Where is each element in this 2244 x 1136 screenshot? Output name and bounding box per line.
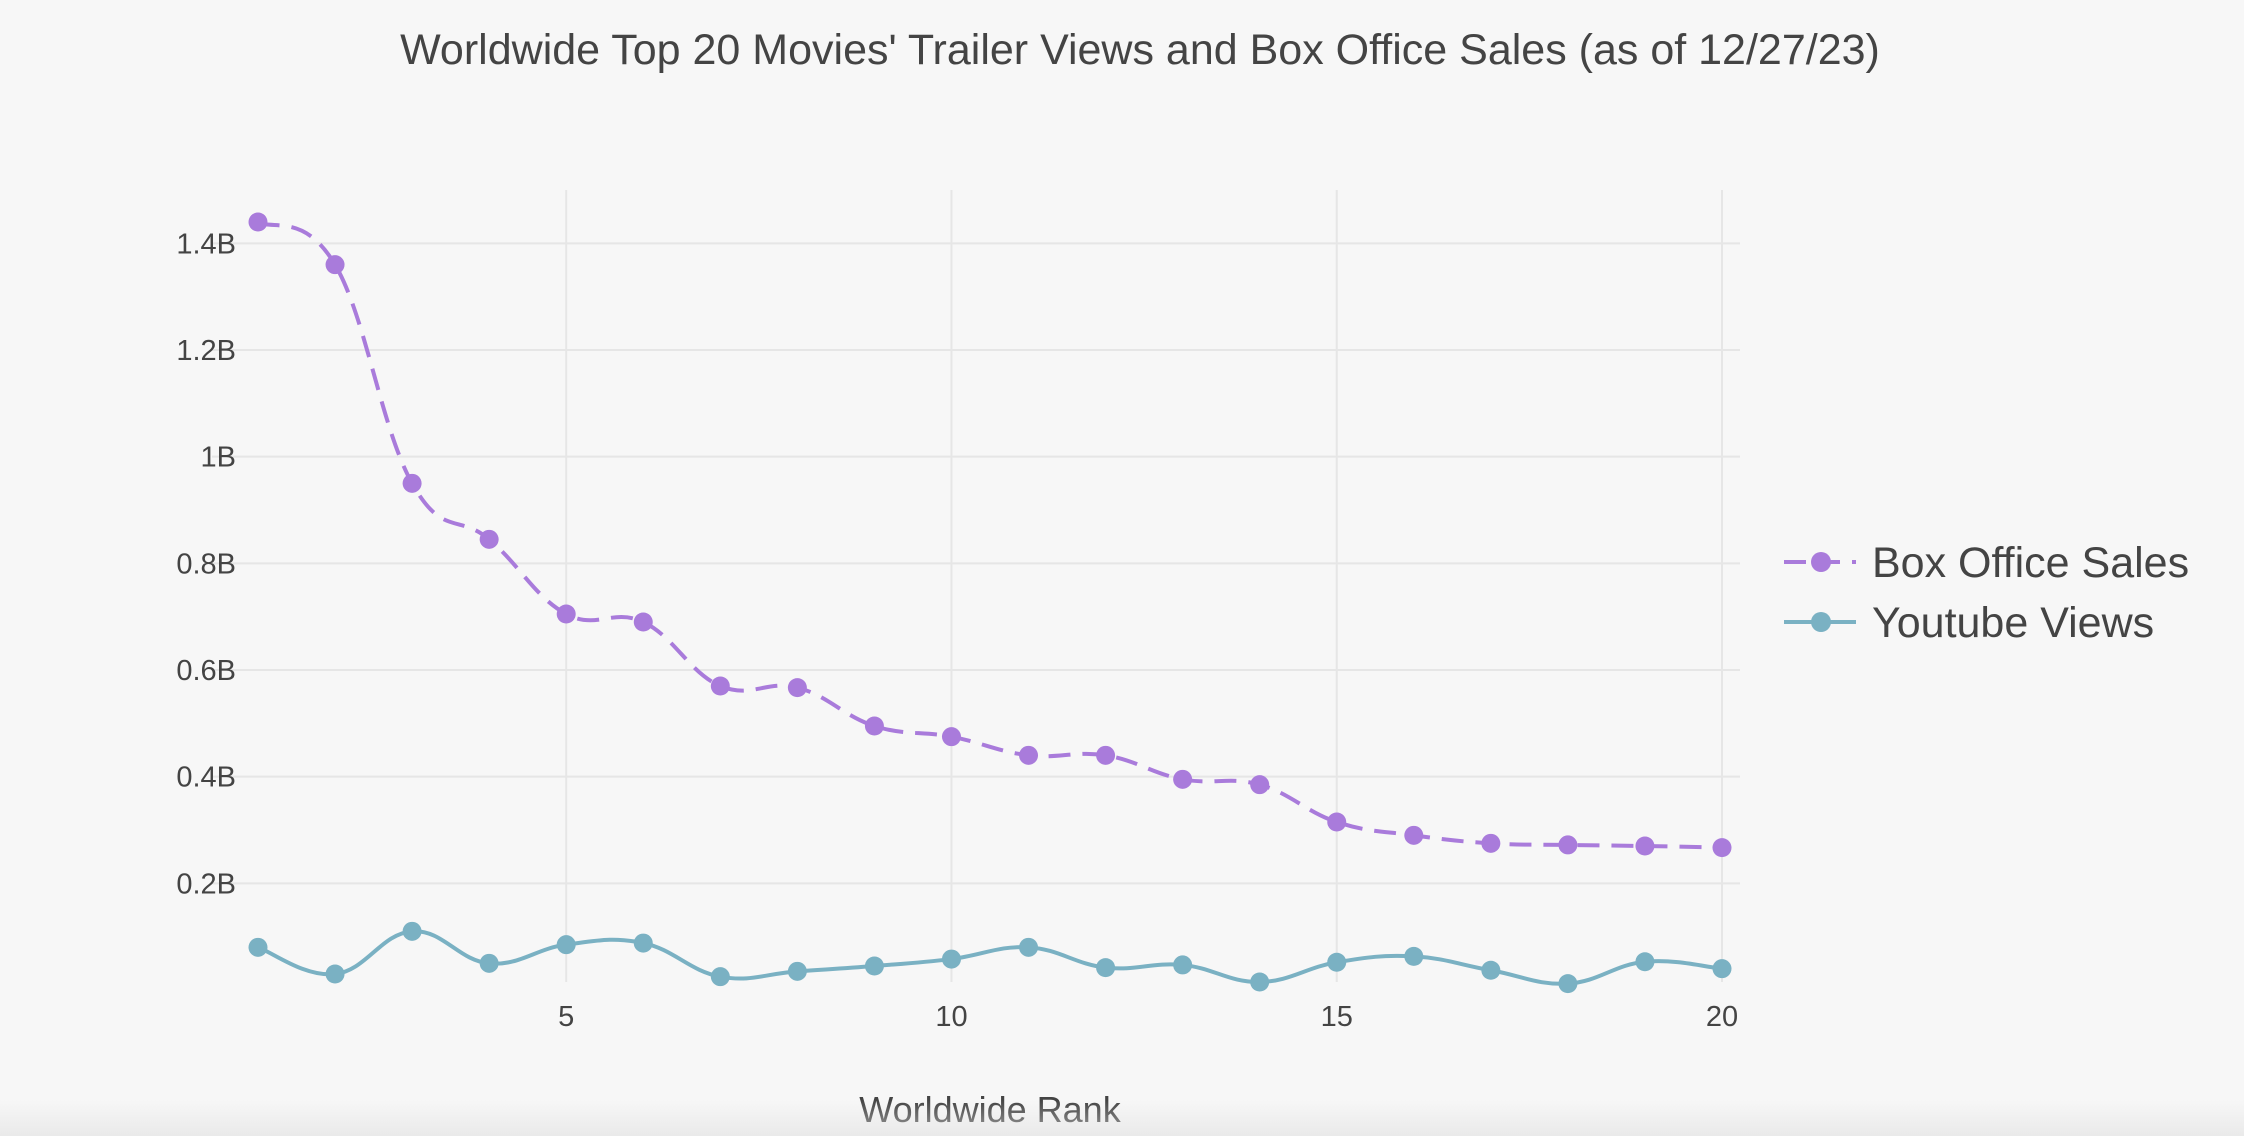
legend-item[interactable]: Box Office Sales — [1784, 539, 2189, 587]
data-point[interactable] — [787, 678, 807, 698]
series-line — [257, 220, 1723, 850]
data-point[interactable] — [1173, 955, 1193, 975]
y-tick-label: 0.8B — [176, 548, 236, 580]
gridlines — [212, 190, 1740, 982]
y-tick-label: 0.4B — [176, 762, 236, 794]
data-point[interactable] — [1096, 745, 1116, 765]
x-tick-label: 15 — [1321, 1001, 1353, 1033]
data-point[interactable] — [1019, 937, 1039, 957]
data-point[interactable] — [1096, 958, 1116, 978]
data-point[interactable] — [1250, 775, 1270, 795]
chart-title: Worldwide Top 20 Movies' Trailer Views a… — [400, 26, 1880, 74]
data-point[interactable] — [941, 949, 961, 969]
data-point[interactable] — [1019, 745, 1039, 765]
series-lines — [248, 212, 1732, 994]
axis-tick-labels: 0.2B 0.4B 0.6B 0.8B 1B 1.2B 1.4B 5 10 15 20 — [176, 228, 1738, 1033]
legend-swatch-marker — [1811, 612, 1831, 632]
data-point[interactable] — [479, 953, 499, 973]
data-point[interactable] — [1712, 959, 1732, 979]
data-point[interactable] — [1635, 952, 1655, 972]
data-point[interactable] — [1404, 825, 1424, 845]
data-point[interactable] — [941, 727, 961, 747]
data-point[interactable] — [248, 212, 268, 232]
data-point[interactable] — [864, 956, 884, 976]
series-box-office-sales — [248, 212, 1732, 858]
x-tick-label: 10 — [935, 1001, 967, 1033]
data-point[interactable] — [1404, 946, 1424, 966]
data-point[interactable] — [325, 964, 345, 984]
legend[interactable]: Box Office Sales Youtube Views — [1784, 539, 2189, 647]
data-point[interactable] — [402, 473, 422, 493]
data-point[interactable] — [1173, 769, 1193, 789]
y-tick-label: 0.2B — [176, 868, 236, 900]
data-point[interactable] — [633, 933, 653, 953]
y-tick-label: 1.4B — [176, 228, 236, 260]
data-point[interactable] — [1712, 838, 1732, 858]
x-tick-label: 5 — [558, 1001, 574, 1033]
y-tick-label: 1B — [201, 442, 236, 474]
data-point[interactable] — [1558, 974, 1578, 994]
y-tick-label: 1.2B — [176, 335, 236, 367]
legend-label: Youtube Views — [1872, 599, 2154, 647]
data-point[interactable] — [248, 937, 268, 957]
legend-label: Box Office Sales — [1872, 539, 2189, 587]
series-line — [257, 929, 1723, 986]
data-point[interactable] — [1327, 952, 1347, 972]
x-tick-label: 20 — [1706, 1001, 1738, 1033]
data-point[interactable] — [1481, 833, 1501, 853]
data-point[interactable] — [1250, 972, 1270, 992]
data-point[interactable] — [556, 604, 576, 624]
data-point[interactable] — [787, 961, 807, 981]
x-axis-title: Worldwide Rank — [859, 1089, 1121, 1130]
data-point[interactable] — [325, 255, 345, 275]
data-point[interactable] — [633, 612, 653, 632]
series-youtube-views — [248, 921, 1732, 994]
data-point[interactable] — [864, 716, 884, 736]
data-point[interactable] — [479, 529, 499, 549]
y-tick-label: 0.6B — [176, 655, 236, 687]
data-point[interactable] — [1481, 960, 1501, 980]
legend-swatch-marker — [1811, 552, 1831, 572]
data-point[interactable] — [1558, 835, 1578, 855]
data-point[interactable] — [710, 676, 730, 696]
data-point[interactable] — [402, 921, 422, 941]
data-point[interactable] — [1327, 812, 1347, 832]
data-point[interactable] — [710, 967, 730, 987]
data-point[interactable] — [556, 935, 576, 955]
data-point[interactable] — [1635, 836, 1655, 856]
legend-item[interactable]: Youtube Views — [1784, 599, 2154, 647]
